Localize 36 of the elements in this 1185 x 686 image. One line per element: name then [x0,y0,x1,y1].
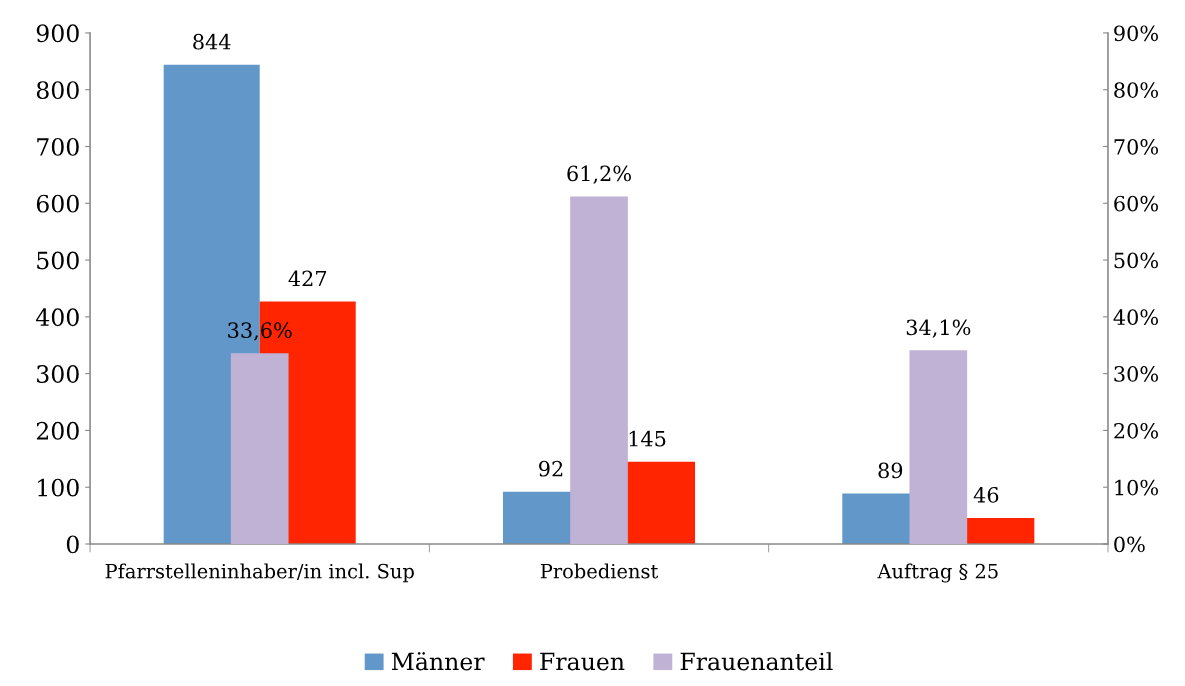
y-tick-label: 200 [36,421,79,440]
y-tick-label: 800 [36,81,79,100]
x-tick-label: Probedienst [540,563,659,579]
y2-tick-label: 0% [1114,536,1145,553]
data-label: 844 [193,33,231,50]
legend-label: Männer [391,651,485,671]
data-label: 34,1% [906,319,971,338]
data-label: 145 [629,430,666,447]
x-tick-label: Auftrag § 25 [877,563,998,583]
x-tick-label: Pfarrstelleninhaber/in incl. Sup [105,563,414,583]
data-label: 427 [288,270,327,287]
y2-tick-label: 30% [1114,366,1158,382]
y2-tick-label: 90% [1114,25,1158,42]
y-tick-label: 700 [37,137,79,156]
y2-tick-label: 80% [1114,82,1158,98]
y2-tick-label: 70% [1114,138,1158,155]
y-tick-label: 300 [37,365,79,383]
bar [570,196,628,544]
data-label: 89 [878,462,903,479]
y-tick-label: 500 [37,251,79,270]
y-tick-label: 100 [38,478,79,497]
legend-label: Frauen [540,652,625,671]
data-label: 61,2% [567,165,631,184]
y-tick-label: 0 [66,535,79,554]
y2-tick-label: 60% [1114,195,1158,212]
y-tick-label: 900 [36,24,79,43]
y2-tick-label: 10% [1115,479,1158,496]
y2-tick-label: 40% [1113,309,1158,326]
data-label: 92 [539,460,563,477]
y2-tick-label: 20% [1114,422,1158,439]
y-tick-label: 400 [36,308,79,327]
legend-label: Frauenanteil [680,652,833,671]
data-label: 46 [973,486,999,503]
bar [909,350,968,544]
y2-tick-label: 50% [1114,252,1158,269]
y-tick-label: 600 [36,194,79,213]
